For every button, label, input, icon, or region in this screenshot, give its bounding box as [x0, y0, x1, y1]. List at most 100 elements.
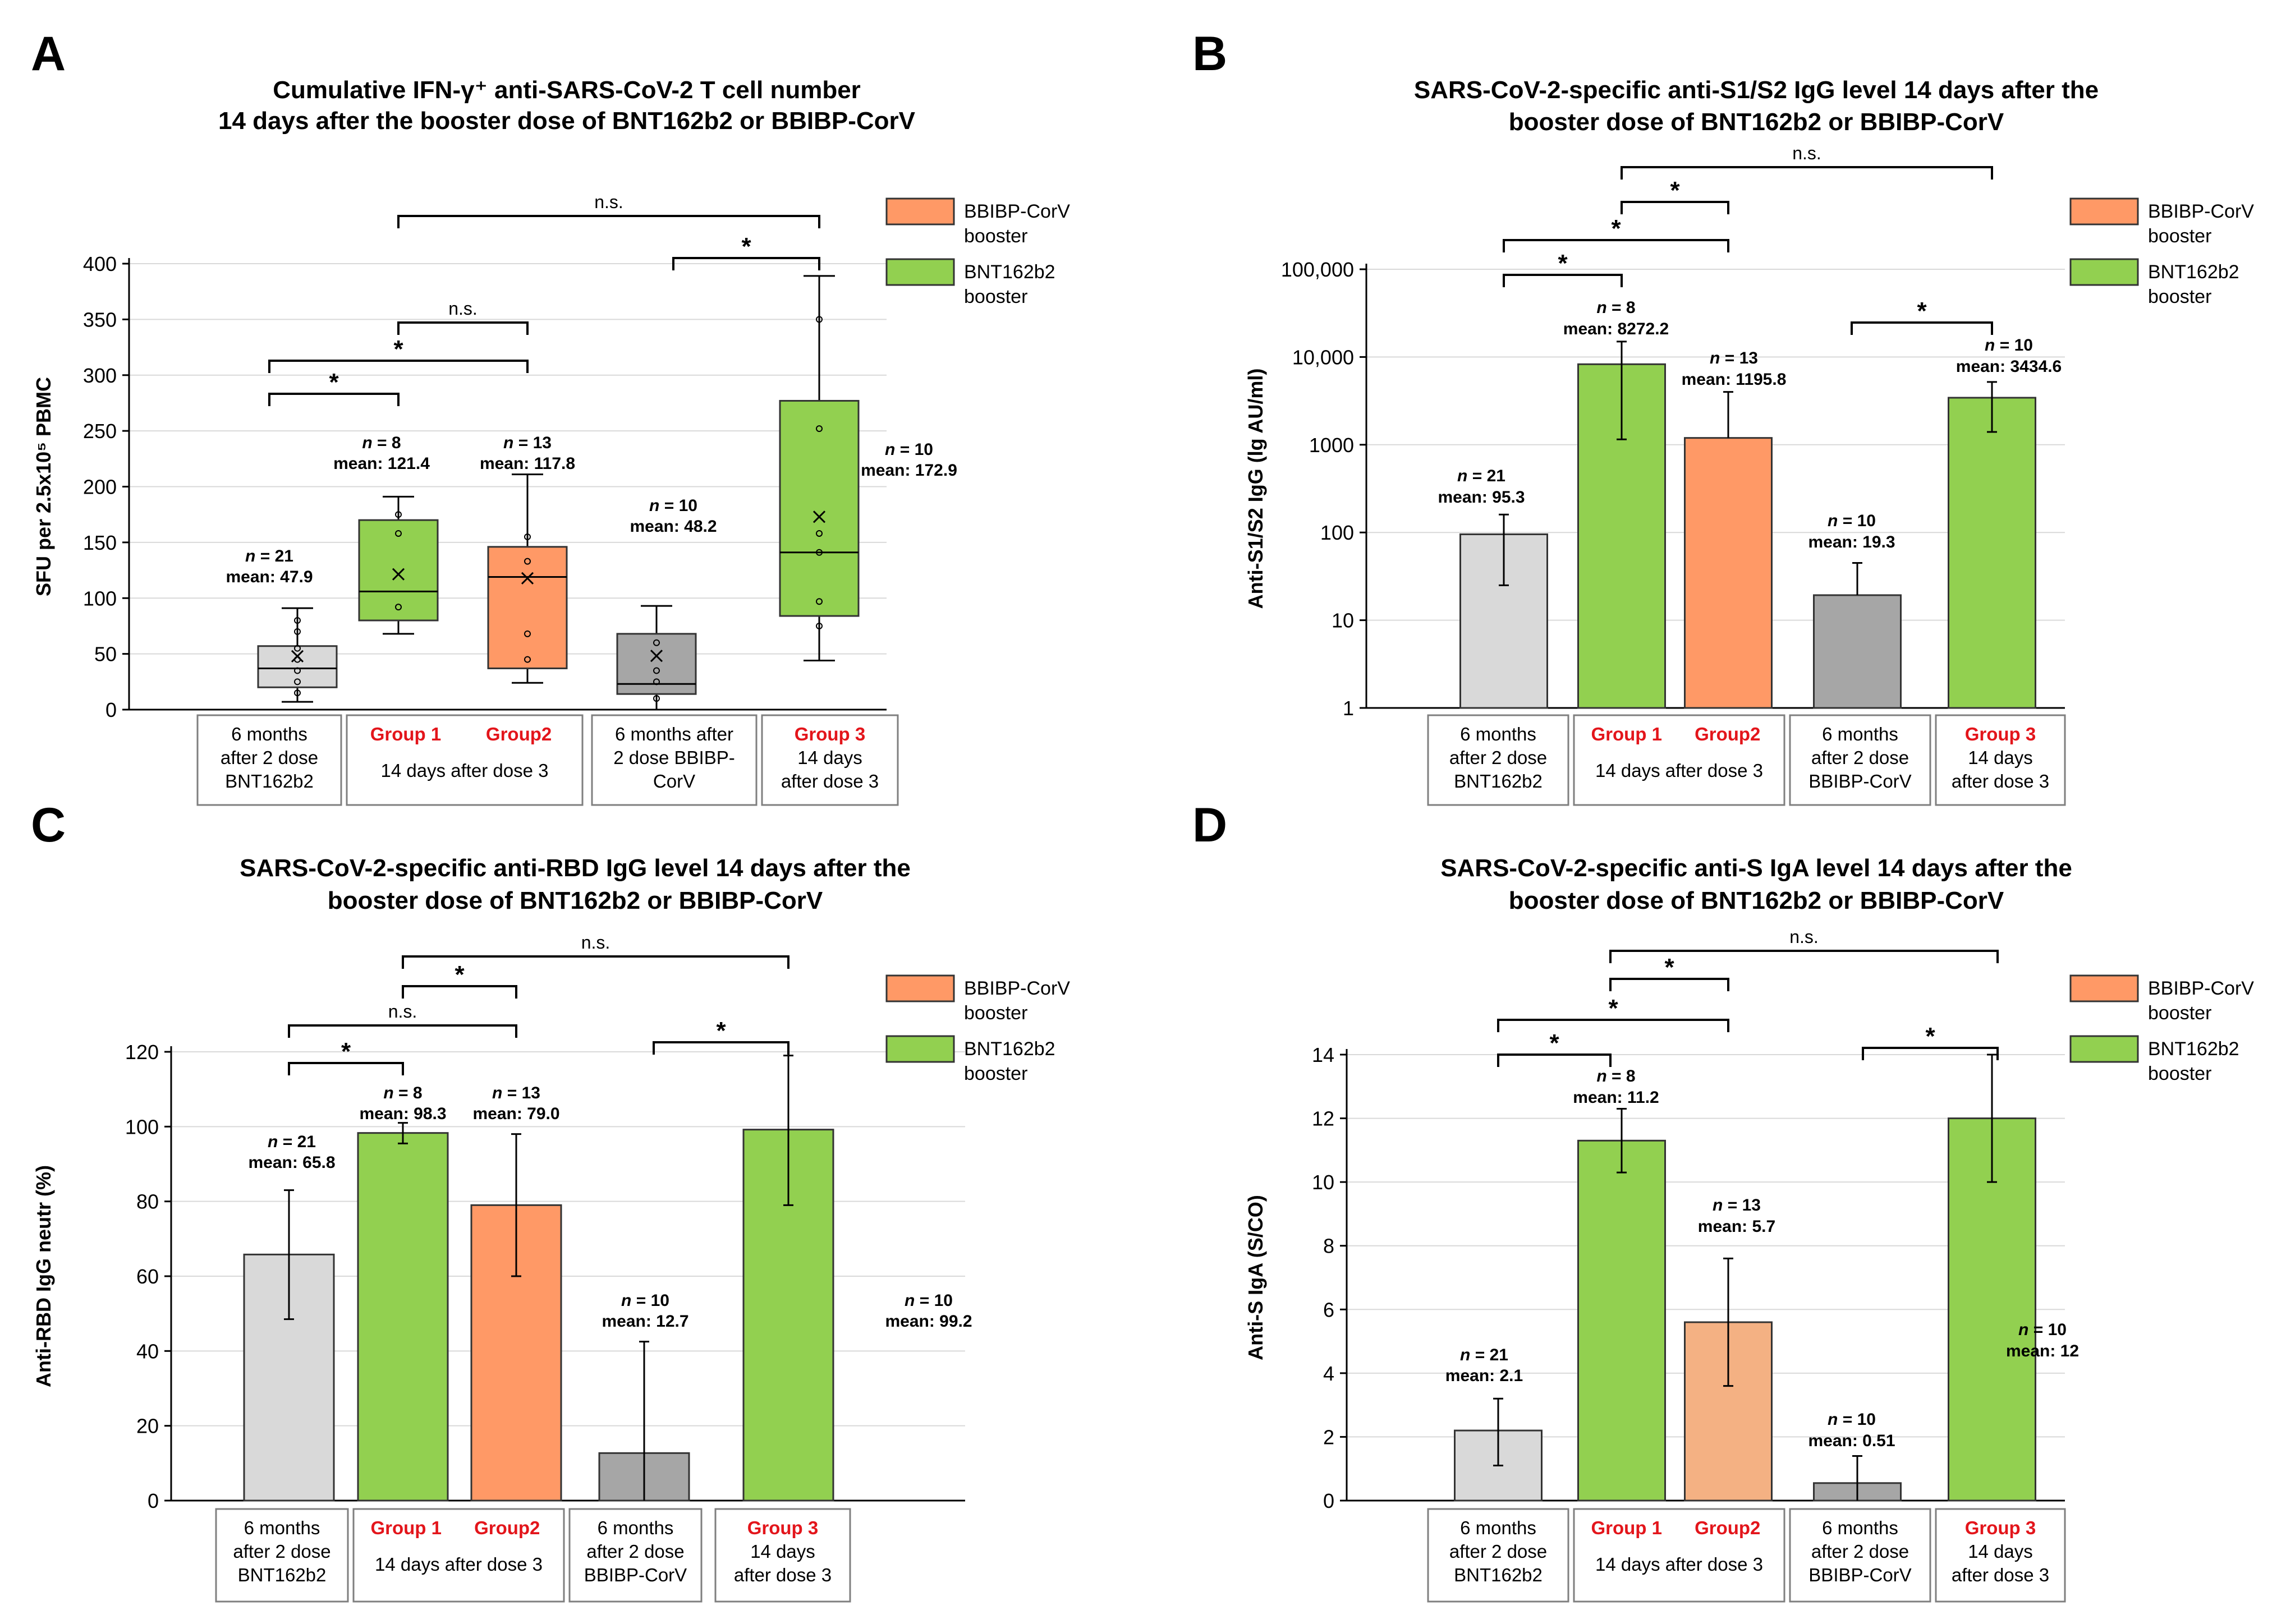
- significance-bracket: [268, 360, 529, 373]
- n-label: n = 13: [1710, 349, 1758, 367]
- bar: [1948, 397, 2036, 709]
- group1-label: Group 1: [370, 1517, 442, 1538]
- n-value: = 10: [895, 440, 933, 459]
- data-point: [816, 622, 823, 629]
- box: [487, 546, 568, 669]
- y-tick-label: 100: [125, 1115, 159, 1138]
- box: [779, 399, 860, 617]
- category-label: 6 months: [244, 1517, 320, 1538]
- data-point: [395, 530, 402, 537]
- y-tick-label: 80: [136, 1190, 159, 1213]
- group3-label: Group 3: [1965, 724, 2036, 744]
- n-label: n = 10: [621, 1291, 669, 1310]
- category-label: after 2 dose: [221, 747, 318, 768]
- group2-label: Group2: [1695, 724, 1760, 744]
- data-point: [294, 628, 301, 635]
- category-label: 14 days after dose 3: [380, 760, 548, 781]
- significance-bracket: [402, 955, 789, 969]
- y-tick-label: 400: [83, 252, 117, 275]
- category-label: after dose 3: [1952, 771, 2049, 792]
- n-symbol: n: [1710, 349, 1720, 367]
- legend-label: booster: [2148, 1002, 2211, 1024]
- significance-bracket: [1609, 978, 1729, 991]
- significance-bracket: [397, 321, 529, 335]
- y-tick-label: 40: [136, 1340, 159, 1363]
- category-label: after dose 3: [734, 1565, 832, 1585]
- n-symbol: n: [885, 440, 895, 459]
- y-tick-label: 300: [83, 364, 117, 387]
- group2-label: Group2: [474, 1517, 540, 1538]
- data-point: [653, 639, 660, 646]
- category-label: BNT162b2: [1454, 771, 1543, 792]
- mean-label: mean: 0.51: [1808, 1432, 1895, 1450]
- n-label: n = 10: [2018, 1321, 2067, 1339]
- mean-label: mean: 172.9: [861, 461, 957, 480]
- significance-star: *: [1608, 995, 1618, 1022]
- n-value: = 10: [659, 496, 697, 515]
- n-label: n = 10: [905, 1291, 953, 1310]
- significance-bracket: [268, 393, 400, 406]
- y-tick-label: 10: [1332, 609, 1354, 632]
- chart-title: SARS-CoV-2-specific anti-S1/S2 IgG level…: [1414, 76, 2099, 104]
- n-symbol: n: [503, 434, 513, 452]
- y-axis-label: Anti-RBD IgG neutr (%): [32, 1165, 55, 1387]
- data-point: [653, 695, 660, 702]
- data-point: [524, 558, 531, 565]
- category-box: [591, 714, 758, 806]
- mean-label: mean: 12: [2006, 1342, 2079, 1360]
- legend-label: BNT162b2: [964, 1038, 1055, 1060]
- y-axis-label: Anti-S1/S2 IgG (lg AU/ml): [1244, 369, 1267, 609]
- n-label: n = 13: [492, 1084, 540, 1102]
- panel-letter: D: [1192, 798, 1227, 852]
- n-label: n = 13: [1713, 1196, 1761, 1214]
- n-symbol: n: [1828, 1410, 1838, 1429]
- y-tick-label: 150: [83, 531, 117, 554]
- n-value: = 10: [1995, 336, 2033, 355]
- legend-label: booster: [964, 1002, 1027, 1024]
- y-tick-label: 8: [1323, 1235, 1334, 1258]
- mean-label: mean: 95.3: [1438, 488, 1525, 507]
- category-label: 14 days: [1968, 747, 2033, 768]
- n-value: = 13: [513, 434, 552, 452]
- n-label: n = 10: [1828, 1410, 1876, 1429]
- category-label: 6 months: [598, 1517, 674, 1538]
- legend-swatch: [2069, 197, 2139, 226]
- significance-bracket: [1621, 166, 1993, 180]
- y-tick-label: 4: [1323, 1362, 1334, 1385]
- category-label: 6 months: [231, 724, 307, 744]
- category-box: [1935, 714, 2066, 806]
- significance-bracket: [1503, 239, 1729, 252]
- mean-marker: [392, 568, 405, 581]
- significance-star: *: [1925, 1023, 1935, 1050]
- y-tick-label: 60: [136, 1265, 159, 1288]
- n-value: = 13: [1720, 349, 1758, 367]
- data-point: [524, 630, 531, 637]
- legend-label: BBIBP-CorV: [964, 978, 1070, 999]
- significance-star: *: [716, 1017, 726, 1045]
- group3-label: Group 3: [1965, 1517, 2036, 1538]
- bar: [1684, 437, 1773, 709]
- significance-ns: n.s.: [388, 1001, 417, 1022]
- data-point: [653, 678, 660, 686]
- legend-label: BBIBP-CorV: [2148, 201, 2254, 222]
- category-label: 14 days: [1968, 1541, 2033, 1562]
- legend-swatch: [885, 197, 955, 226]
- significance-bracket: [397, 215, 820, 228]
- n-value: = 8: [394, 1084, 423, 1102]
- n-label: n = 13: [503, 434, 552, 452]
- n-label: n = 21: [1460, 1346, 1508, 1364]
- significance-bracket: [402, 985, 517, 999]
- data-point: [653, 667, 660, 674]
- legend-label: booster: [2148, 226, 2211, 247]
- significance-bracket: [288, 1062, 404, 1075]
- panel-letter: C: [31, 798, 66, 852]
- chart-title: Cumulative IFN-γ⁺ anti-SARS-CoV-2 T cell…: [273, 76, 861, 104]
- chart-title: booster dose of BNT162b2 or BBIBP-CorV: [1509, 108, 2004, 136]
- category-box: [761, 714, 899, 806]
- significance-bracket: [1497, 1019, 1729, 1032]
- n-symbol: n: [2018, 1321, 2028, 1339]
- category-label: after 2 dose: [1449, 747, 1547, 768]
- significance-bracket: [1609, 950, 1999, 963]
- category-label: 6 months: [1460, 1517, 1536, 1538]
- y-tick-label: 350: [83, 308, 117, 331]
